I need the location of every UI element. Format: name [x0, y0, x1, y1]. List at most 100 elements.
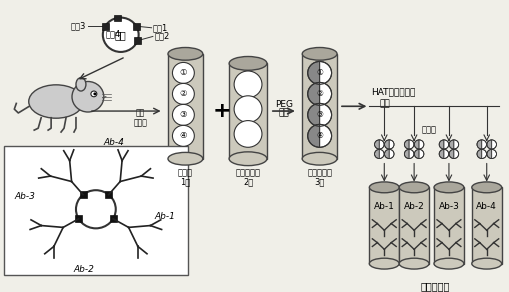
- Wedge shape: [308, 61, 320, 84]
- Wedge shape: [439, 150, 444, 159]
- Circle shape: [173, 125, 194, 146]
- Text: ①: ①: [180, 68, 187, 77]
- Wedge shape: [389, 150, 394, 159]
- Wedge shape: [419, 140, 424, 149]
- Circle shape: [173, 84, 194, 104]
- Bar: [133, 23, 139, 29]
- Ellipse shape: [399, 182, 429, 193]
- Bar: [102, 23, 109, 29]
- Text: Ab-2: Ab-2: [73, 265, 94, 274]
- Text: Ab-3: Ab-3: [438, 202, 459, 211]
- Wedge shape: [454, 150, 459, 159]
- Wedge shape: [414, 140, 419, 149]
- Bar: [229, 63, 267, 159]
- Wedge shape: [379, 140, 384, 149]
- Text: 表位2: 表位2: [154, 32, 169, 41]
- Bar: [302, 54, 337, 159]
- Circle shape: [173, 104, 194, 125]
- Ellipse shape: [168, 152, 203, 165]
- Wedge shape: [419, 150, 424, 159]
- Ellipse shape: [76, 78, 86, 91]
- Ellipse shape: [370, 258, 399, 269]
- Text: 杂交瘾细胞: 杂交瘾细胞: [307, 168, 332, 177]
- Circle shape: [91, 91, 97, 97]
- Text: Ab-1: Ab-1: [155, 212, 176, 221]
- Text: 表位4: 表位4: [105, 29, 121, 38]
- Circle shape: [234, 71, 262, 98]
- Wedge shape: [320, 124, 331, 147]
- Circle shape: [76, 190, 116, 228]
- Text: 融合: 融合: [278, 108, 289, 117]
- Wedge shape: [482, 140, 487, 149]
- Text: 分离
脾细胞: 分离 脾细胞: [134, 108, 148, 128]
- Wedge shape: [487, 150, 492, 159]
- Ellipse shape: [472, 258, 502, 269]
- Text: Ab-1: Ab-1: [374, 202, 394, 211]
- Text: 脾细胞: 脾细胞: [178, 168, 193, 177]
- Wedge shape: [439, 140, 444, 149]
- Bar: [168, 54, 203, 159]
- Ellipse shape: [434, 182, 464, 193]
- Bar: [114, 15, 121, 21]
- Wedge shape: [404, 140, 409, 149]
- Ellipse shape: [229, 56, 267, 70]
- Text: ①: ①: [316, 68, 323, 77]
- Wedge shape: [449, 140, 454, 149]
- Wedge shape: [409, 140, 414, 149]
- Ellipse shape: [302, 48, 337, 60]
- Wedge shape: [454, 140, 459, 149]
- Text: ④: ④: [180, 131, 187, 140]
- Wedge shape: [477, 140, 482, 149]
- Text: 表位3: 表位3: [71, 22, 86, 31]
- Wedge shape: [320, 61, 331, 84]
- Wedge shape: [487, 140, 492, 149]
- Wedge shape: [444, 140, 449, 149]
- Wedge shape: [384, 150, 389, 159]
- Wedge shape: [477, 150, 482, 159]
- Text: +: +: [213, 101, 232, 121]
- Bar: [79, 191, 87, 198]
- Text: 骨髓瘾细胞: 骨髓瘾细胞: [236, 168, 261, 177]
- Wedge shape: [409, 150, 414, 159]
- FancyBboxPatch shape: [5, 146, 188, 275]
- Wedge shape: [375, 150, 379, 159]
- Text: Ab-4: Ab-4: [103, 138, 124, 147]
- Text: Ab-3: Ab-3: [14, 192, 35, 201]
- Text: 2号: 2号: [243, 178, 253, 187]
- Ellipse shape: [168, 48, 203, 60]
- Wedge shape: [308, 82, 320, 105]
- Bar: [109, 215, 117, 222]
- Wedge shape: [492, 150, 496, 159]
- Bar: [472, 187, 502, 264]
- Ellipse shape: [302, 152, 337, 165]
- Wedge shape: [320, 82, 331, 105]
- Text: Ab-4: Ab-4: [476, 202, 497, 211]
- Circle shape: [234, 96, 262, 123]
- Text: PEG: PEG: [275, 100, 293, 109]
- Text: 克隆化: 克隆化: [421, 126, 437, 135]
- Ellipse shape: [229, 152, 267, 166]
- Text: ④: ④: [316, 131, 323, 140]
- Text: 表位1: 表位1: [153, 23, 168, 32]
- Bar: [134, 37, 141, 44]
- Wedge shape: [444, 150, 449, 159]
- Bar: [105, 191, 112, 198]
- Wedge shape: [492, 140, 496, 149]
- Ellipse shape: [399, 258, 429, 269]
- Text: 3号: 3号: [315, 178, 325, 187]
- Text: 抗原: 抗原: [115, 30, 127, 40]
- Text: HAT选择培养基: HAT选择培养基: [372, 88, 416, 96]
- Text: ②: ②: [180, 89, 187, 98]
- Text: Ab-2: Ab-2: [404, 202, 425, 211]
- Circle shape: [173, 62, 194, 84]
- Ellipse shape: [434, 258, 464, 269]
- Text: 筛选: 筛选: [379, 99, 390, 108]
- Bar: [434, 187, 464, 264]
- Wedge shape: [404, 150, 409, 159]
- Circle shape: [93, 93, 96, 95]
- Wedge shape: [384, 140, 389, 149]
- Wedge shape: [449, 150, 454, 159]
- Ellipse shape: [370, 182, 399, 193]
- Wedge shape: [375, 140, 379, 149]
- Bar: [399, 187, 429, 264]
